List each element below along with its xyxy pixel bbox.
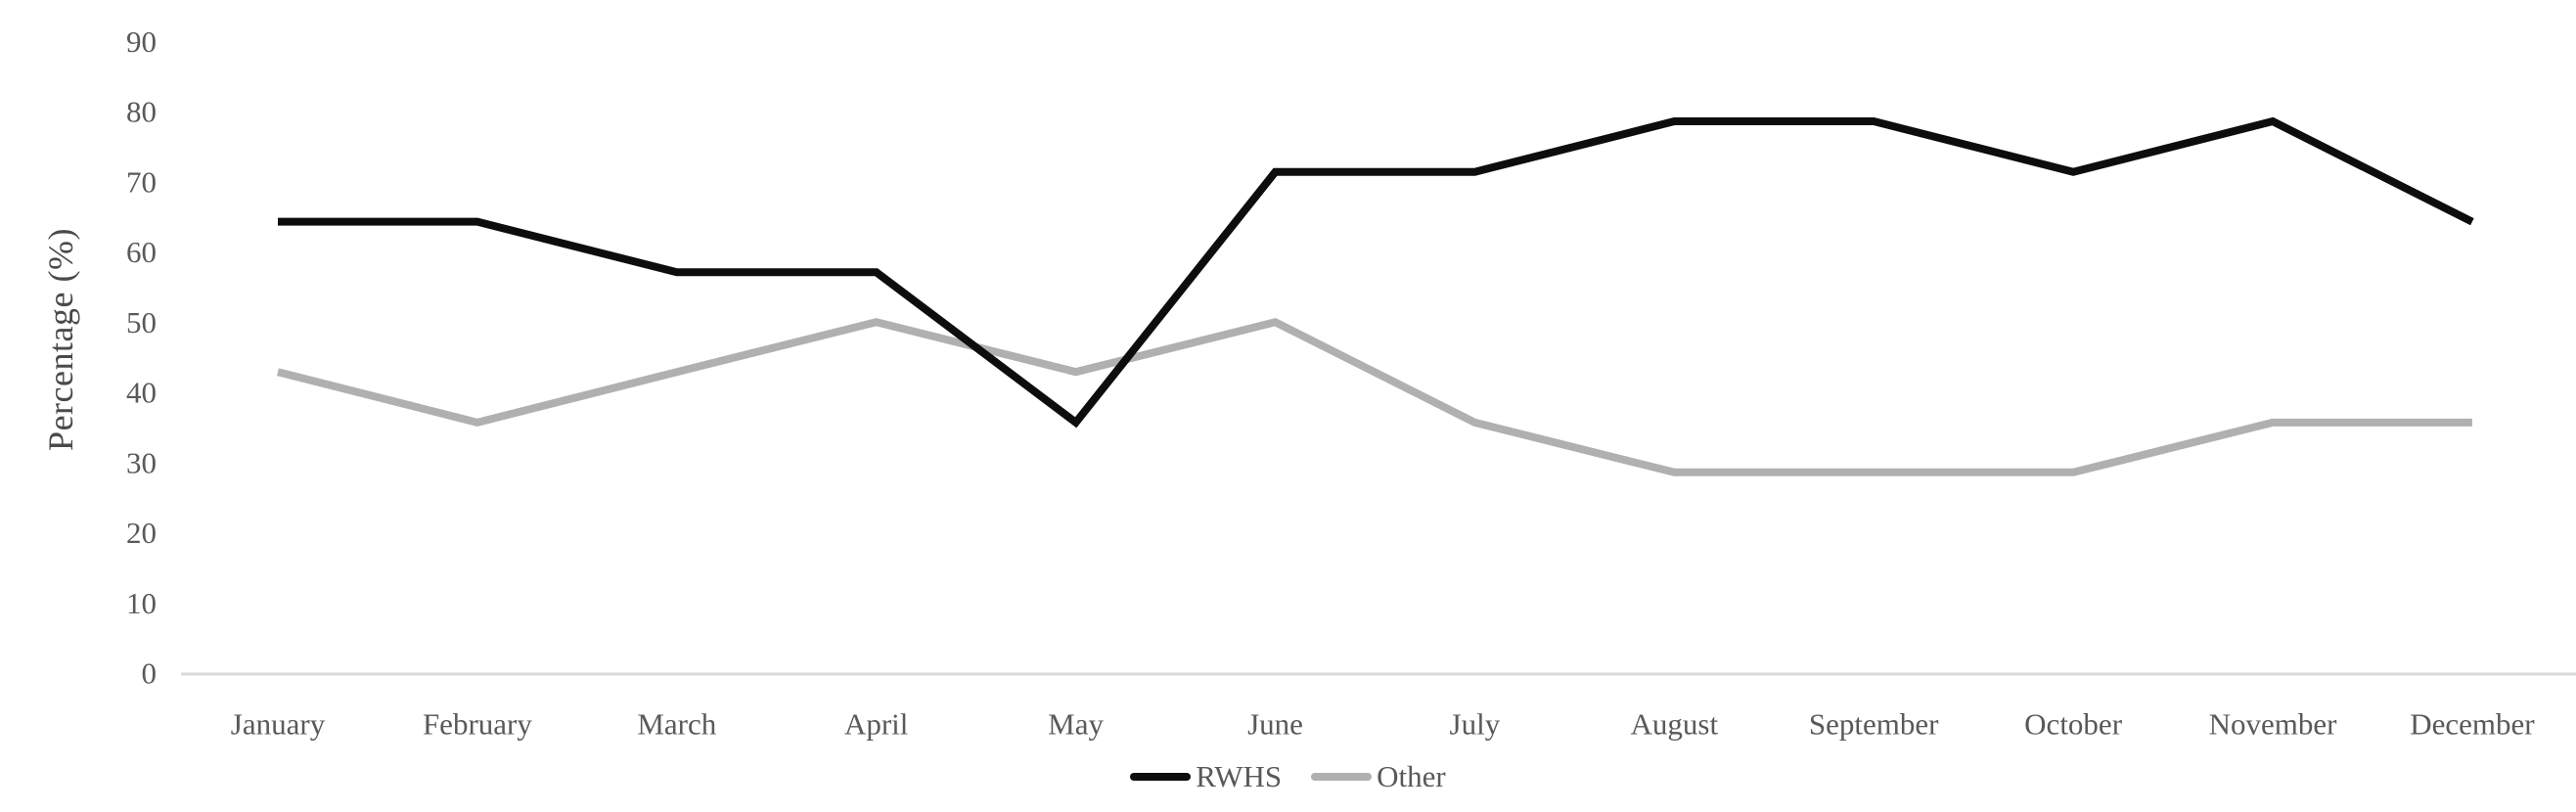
y-tick-label: 40 [126,376,157,410]
plot-area: 90 80 70 60 50 40 30 20 10 0 January February March A… [126,24,2576,742]
other-line-swatch [1311,772,1373,781]
x-tick-label: October [2024,707,2123,742]
legend-item-rwhs: RWHS [1130,761,1282,791]
y-tick-label: 20 [126,516,157,550]
x-tick-label: November [2209,707,2338,742]
x-tick-label: January [231,707,326,742]
y-tick-label: 10 [126,586,157,620]
x-tick-label: July [1450,707,1501,742]
legend-label-other: Other [1377,759,1446,793]
x-tick-label: June [1247,707,1303,742]
x-tick-label: May [1048,707,1104,742]
y-tick-label: 30 [126,445,157,479]
y-tick-label: 90 [126,24,157,59]
y-tick-label: 50 [126,305,157,339]
y-tick-label: 80 [126,95,157,129]
y-tick-label: 60 [126,235,157,269]
x-tick-label: December [2410,707,2535,742]
x-tick-label: April [844,707,908,742]
x-tick-label: February [423,707,532,742]
y-tick-label: 0 [142,656,158,691]
rwhs-line-swatch [1130,772,1192,781]
x-tick-label: September [1809,707,1939,742]
legend-label-rwhs: RWHS [1196,759,1283,793]
x-tick-label: March [637,707,716,742]
legend: RWHS Other [0,761,2576,791]
rwhs-line [278,116,2474,429]
legend-item-other: Other [1311,761,1446,791]
y-tick-label: 70 [126,164,157,199]
x-tick-label: August [1631,707,1719,742]
other-line [277,318,2472,476]
